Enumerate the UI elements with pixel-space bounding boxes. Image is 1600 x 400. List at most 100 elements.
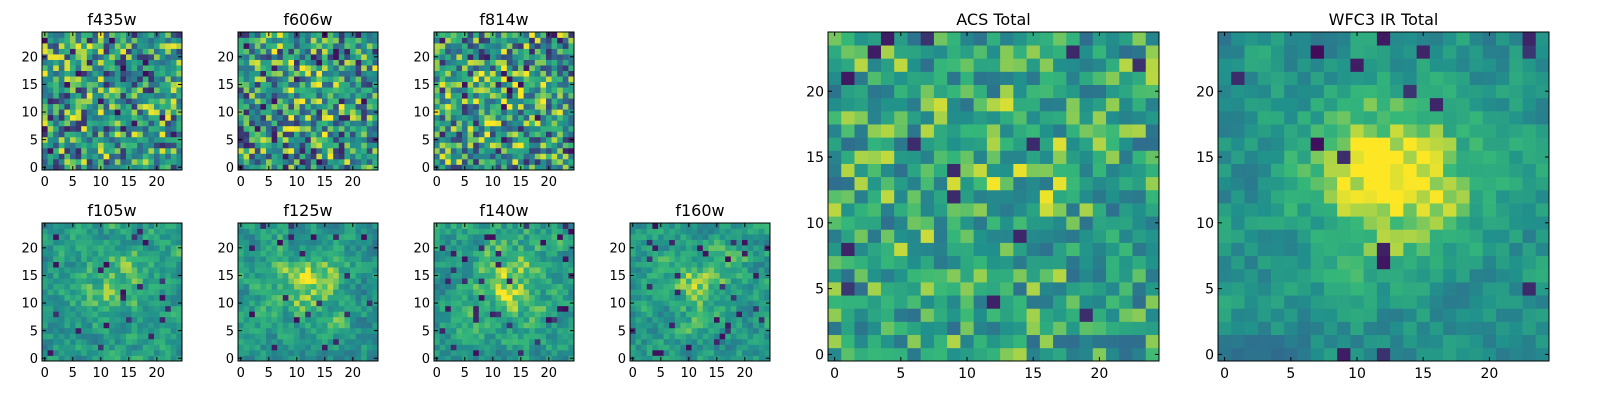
- heatmap-cell: [75, 125, 82, 132]
- heatmap-cell: [484, 322, 491, 329]
- heatmap-cell: [333, 327, 340, 334]
- heatmap-cell: [1013, 242, 1027, 257]
- heatmap-cell: [1000, 308, 1014, 322]
- heatmap-cell: [103, 228, 110, 235]
- heatmap-cell: [333, 147, 340, 154]
- heatmap-cell: [568, 70, 575, 77]
- heatmap-cell: [271, 338, 278, 345]
- heatmap-cell: [691, 311, 698, 318]
- heatmap-cell: [327, 164, 334, 171]
- heatmap-cell: [467, 70, 474, 77]
- heatmap-cell: [176, 48, 183, 55]
- heatmap-cell: [344, 37, 351, 44]
- heatmap-cell: [540, 349, 547, 356]
- heatmap-cell: [86, 327, 93, 334]
- heatmap-cell: [277, 300, 284, 307]
- heatmap-cell: [299, 37, 306, 44]
- heatmap-cell: [316, 87, 323, 94]
- heatmap-cell: [686, 316, 692, 323]
- heatmap-cell: [333, 228, 340, 235]
- heatmap-cell: [540, 48, 547, 55]
- heatmap-cell: [53, 305, 60, 312]
- heatmap-cell: [114, 136, 121, 143]
- heatmap-cell: [109, 349, 116, 356]
- heatmap-cell: [523, 261, 530, 268]
- heatmap-cell: [462, 322, 468, 329]
- heatmap-cell: [1053, 255, 1067, 270]
- heatmap-cell: [551, 316, 558, 323]
- heatmap-cell: [70, 87, 76, 94]
- heatmap-cell: [1026, 163, 1041, 178]
- heatmap-cell: [546, 305, 552, 312]
- heatmap-cell: [137, 316, 144, 323]
- heatmap-cell: [484, 48, 491, 55]
- heatmap-cell: [254, 344, 261, 351]
- heatmap-cell: [316, 98, 323, 105]
- heatmap-cell: [439, 272, 446, 279]
- heatmap-cell: [1013, 282, 1027, 296]
- heatmap-cell: [170, 43, 177, 49]
- heatmap-cell: [142, 283, 149, 290]
- heatmap-cell: [652, 300, 659, 307]
- heatmap-cell: [81, 261, 88, 268]
- heatmap-cell: [551, 147, 558, 154]
- heatmap-cell: [148, 327, 155, 334]
- heatmap-cell: [708, 311, 715, 318]
- heatmap-cell: [828, 308, 842, 322]
- heatmap-cell: [249, 261, 256, 268]
- x-tick-label: 0: [237, 366, 245, 381]
- heatmap-cell: [506, 349, 513, 356]
- heatmap-cell: [635, 322, 642, 329]
- heatmap-cell: [58, 338, 65, 345]
- heatmap-cell: [170, 316, 177, 323]
- heatmap-cell: [641, 316, 648, 323]
- heatmap-cell: [680, 223, 687, 229]
- heatmap-cell: [131, 70, 138, 77]
- heatmap-cell: [372, 43, 379, 49]
- heatmap-cell: [540, 87, 547, 94]
- heatmap-cell: [540, 164, 547, 171]
- heatmap-cell: [120, 289, 127, 296]
- heatmap-cell: [478, 164, 485, 171]
- heatmap-cell: [714, 338, 720, 345]
- heatmap-cell: [159, 158, 166, 165]
- heatmap-cell: [523, 333, 530, 340]
- heatmap-cell: [288, 92, 295, 99]
- heatmap-cell: [960, 150, 974, 164]
- heatmap-cell: [294, 92, 300, 99]
- heatmap-cell: [534, 147, 541, 154]
- heatmap-cell: [75, 327, 82, 334]
- heatmap-cell: [170, 48, 177, 55]
- heatmap-cell: [310, 54, 317, 60]
- heatmap-cell: [170, 147, 177, 154]
- heatmap-cell: [512, 228, 519, 235]
- heatmap-cell: [439, 245, 446, 251]
- heatmap-cell: [669, 278, 676, 285]
- heatmap-cell: [98, 136, 104, 143]
- heatmap-cell: [159, 109, 166, 116]
- heatmap-cell: [434, 283, 440, 290]
- heatmap-cell: [350, 153, 356, 160]
- heatmap-cell: [86, 103, 93, 110]
- heatmap-cell: [361, 245, 368, 251]
- heatmap-cell: [42, 283, 48, 290]
- heatmap-cell: [366, 37, 373, 44]
- heatmap-cell: [894, 216, 908, 230]
- heatmap-cell: [75, 333, 82, 340]
- heatmap-cell: [562, 70, 569, 77]
- heatmap-cell: [450, 164, 457, 171]
- heatmap-cell: [75, 158, 82, 165]
- heatmap-cell: [148, 131, 155, 138]
- heatmap-cell: [159, 300, 166, 307]
- heatmap-cell: [439, 278, 446, 285]
- heatmap-cell: [450, 37, 457, 44]
- heatmap-cell: [1132, 347, 1147, 362]
- heatmap-cell: [277, 92, 284, 99]
- heatmap-cell: [495, 355, 502, 362]
- heatmap-cell: [445, 316, 452, 323]
- heatmap-cell: [277, 158, 284, 165]
- heatmap-cell: [327, 142, 334, 149]
- heatmap-cell: [350, 37, 356, 44]
- heatmap-cell: [372, 98, 379, 105]
- heatmap-cell: [434, 65, 440, 71]
